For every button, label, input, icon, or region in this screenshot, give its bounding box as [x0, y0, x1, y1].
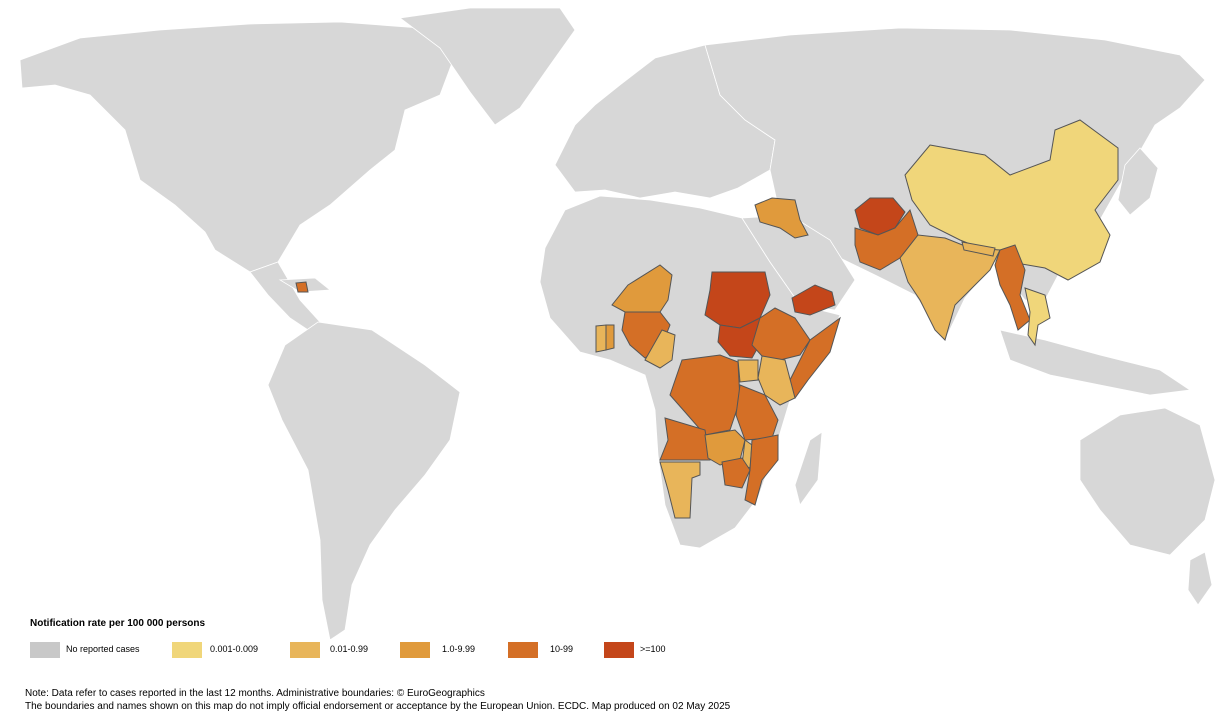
region-china [904, 119, 1119, 281]
legend-swatch [30, 642, 60, 658]
legend-swatch [290, 642, 320, 658]
region-ethiopia [751, 307, 811, 361]
region-iraq [754, 197, 809, 239]
region-mozambique [744, 434, 779, 506]
region-niger [611, 264, 673, 313]
region-namibia [659, 461, 701, 519]
land-japan [1117, 147, 1159, 216]
map-legend: Notification rate per 100 000 persons No… [30, 618, 750, 658]
legend-label: >=100 [640, 644, 666, 654]
region-zimbabwe [721, 457, 751, 489]
region-ghana [605, 324, 615, 351]
region-india [899, 234, 1001, 341]
land-madagascar [794, 431, 823, 506]
region-uganda [737, 359, 759, 383]
land-australia [1079, 407, 1216, 556]
legend-swatch [604, 642, 634, 658]
legend-swatch [508, 642, 538, 658]
legend-swatch [400, 642, 430, 658]
legend-title: Notification rate per 100 000 persons [30, 618, 206, 629]
region-thailand [1024, 287, 1051, 347]
region-dr-congo [669, 354, 741, 436]
legend-label: 1.0-9.99 [442, 644, 476, 654]
region-yemen [791, 284, 836, 316]
legend-label: 0.001-0.009 [210, 644, 259, 654]
land-central-america [249, 261, 321, 331]
region-cameroon [644, 329, 676, 369]
region-cote-divoire [595, 324, 607, 353]
footnote-disclaimer: The boundaries and names shown on this m… [25, 701, 731, 712]
legend-label: 10-99 [550, 644, 574, 654]
legend-swatch [172, 642, 202, 658]
region-afghanistan [854, 197, 906, 236]
land-south-america [267, 321, 461, 641]
legend-label: 0.01-0.99 [330, 644, 369, 654]
region-haiti [295, 281, 309, 293]
land-new-zealand [1187, 551, 1213, 606]
reporting-countries [295, 119, 1119, 519]
land-north-america [19, 21, 456, 273]
land-indonesia [999, 329, 1192, 396]
land-greenland [398, 7, 576, 126]
footnote-data-note: Note: Data refer to cases reported in th… [25, 688, 485, 699]
region-angola [659, 417, 711, 461]
region-nepal [961, 241, 996, 257]
region-somalia [784, 316, 841, 399]
region-myanmar [994, 244, 1031, 331]
legend-label: No reported cases [66, 644, 140, 654]
